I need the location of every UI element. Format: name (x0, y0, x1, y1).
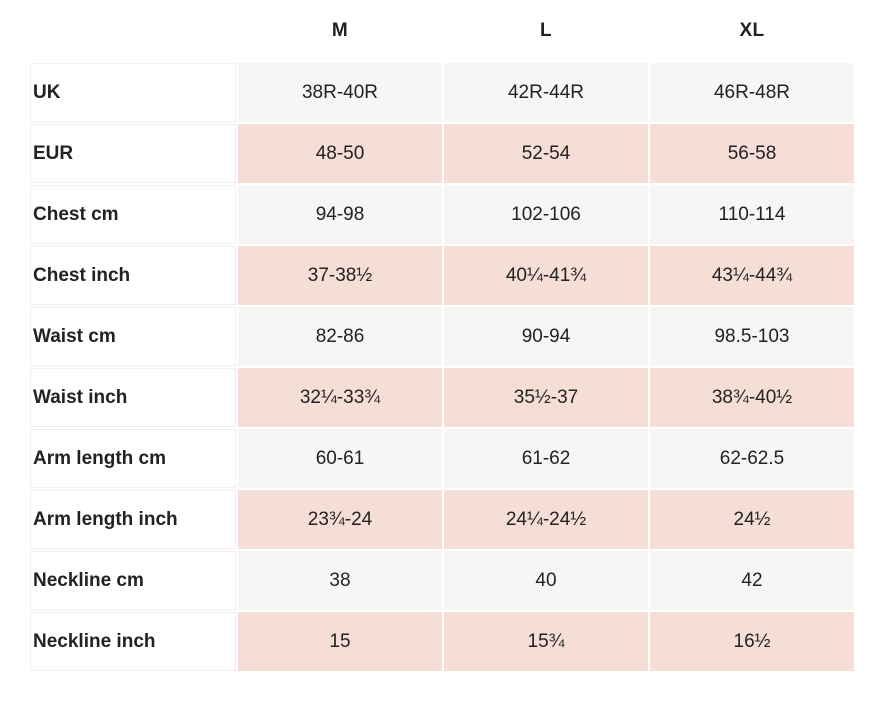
row-label-waist-inch: Waist inch (30, 368, 236, 427)
column-header-l: L (444, 0, 648, 61)
corner-cell (30, 0, 236, 61)
size-cell: 16½ (650, 612, 854, 671)
size-cell: 35½-37 (444, 368, 648, 427)
row-label-arm-length-cm: Arm length cm (30, 429, 236, 488)
size-cell: 37-38½ (238, 246, 442, 305)
size-cell: 62-62.5 (650, 429, 854, 488)
size-cell: 60-61 (238, 429, 442, 488)
size-cell: 32¼-33¾ (238, 368, 442, 427)
size-cell: 38¾-40½ (650, 368, 854, 427)
size-cell: 90-94 (444, 307, 648, 366)
size-cell: 38R-40R (238, 63, 442, 122)
row-label-chest-cm: Chest cm (30, 185, 236, 244)
size-cell: 46R-48R (650, 63, 854, 122)
size-cell: 40 (444, 551, 648, 610)
size-cell: 52-54 (444, 124, 648, 183)
size-cell: 82-86 (238, 307, 442, 366)
size-cell: 110-114 (650, 185, 854, 244)
size-cell: 102-106 (444, 185, 648, 244)
column-header-m: M (238, 0, 442, 61)
size-cell: 38 (238, 551, 442, 610)
size-cell: 94-98 (238, 185, 442, 244)
size-cell: 15 (238, 612, 442, 671)
row-label-neckline-cm: Neckline cm (30, 551, 236, 610)
size-chart-table: M L XL UK 38R-40R 42R-44R 46R-48R EUR 48… (30, 0, 854, 671)
row-label-neckline-inch: Neckline inch (30, 612, 236, 671)
size-cell: 24½ (650, 490, 854, 549)
size-cell: 15¾ (444, 612, 648, 671)
size-cell: 23¾-24 (238, 490, 442, 549)
row-label-chest-inch: Chest inch (30, 246, 236, 305)
size-cell: 56-58 (650, 124, 854, 183)
size-cell: 48-50 (238, 124, 442, 183)
size-cell: 98.5-103 (650, 307, 854, 366)
size-cell: 43¼-44¾ (650, 246, 854, 305)
size-cell: 42 (650, 551, 854, 610)
row-label-waist-cm: Waist cm (30, 307, 236, 366)
size-cell: 61-62 (444, 429, 648, 488)
row-label-arm-length-inch: Arm length inch (30, 490, 236, 549)
size-cell: 42R-44R (444, 63, 648, 122)
column-header-xl: XL (650, 0, 854, 61)
row-label-eur: EUR (30, 124, 236, 183)
row-label-uk: UK (30, 63, 236, 122)
size-cell: 24¼-24½ (444, 490, 648, 549)
size-cell: 40¼-41¾ (444, 246, 648, 305)
